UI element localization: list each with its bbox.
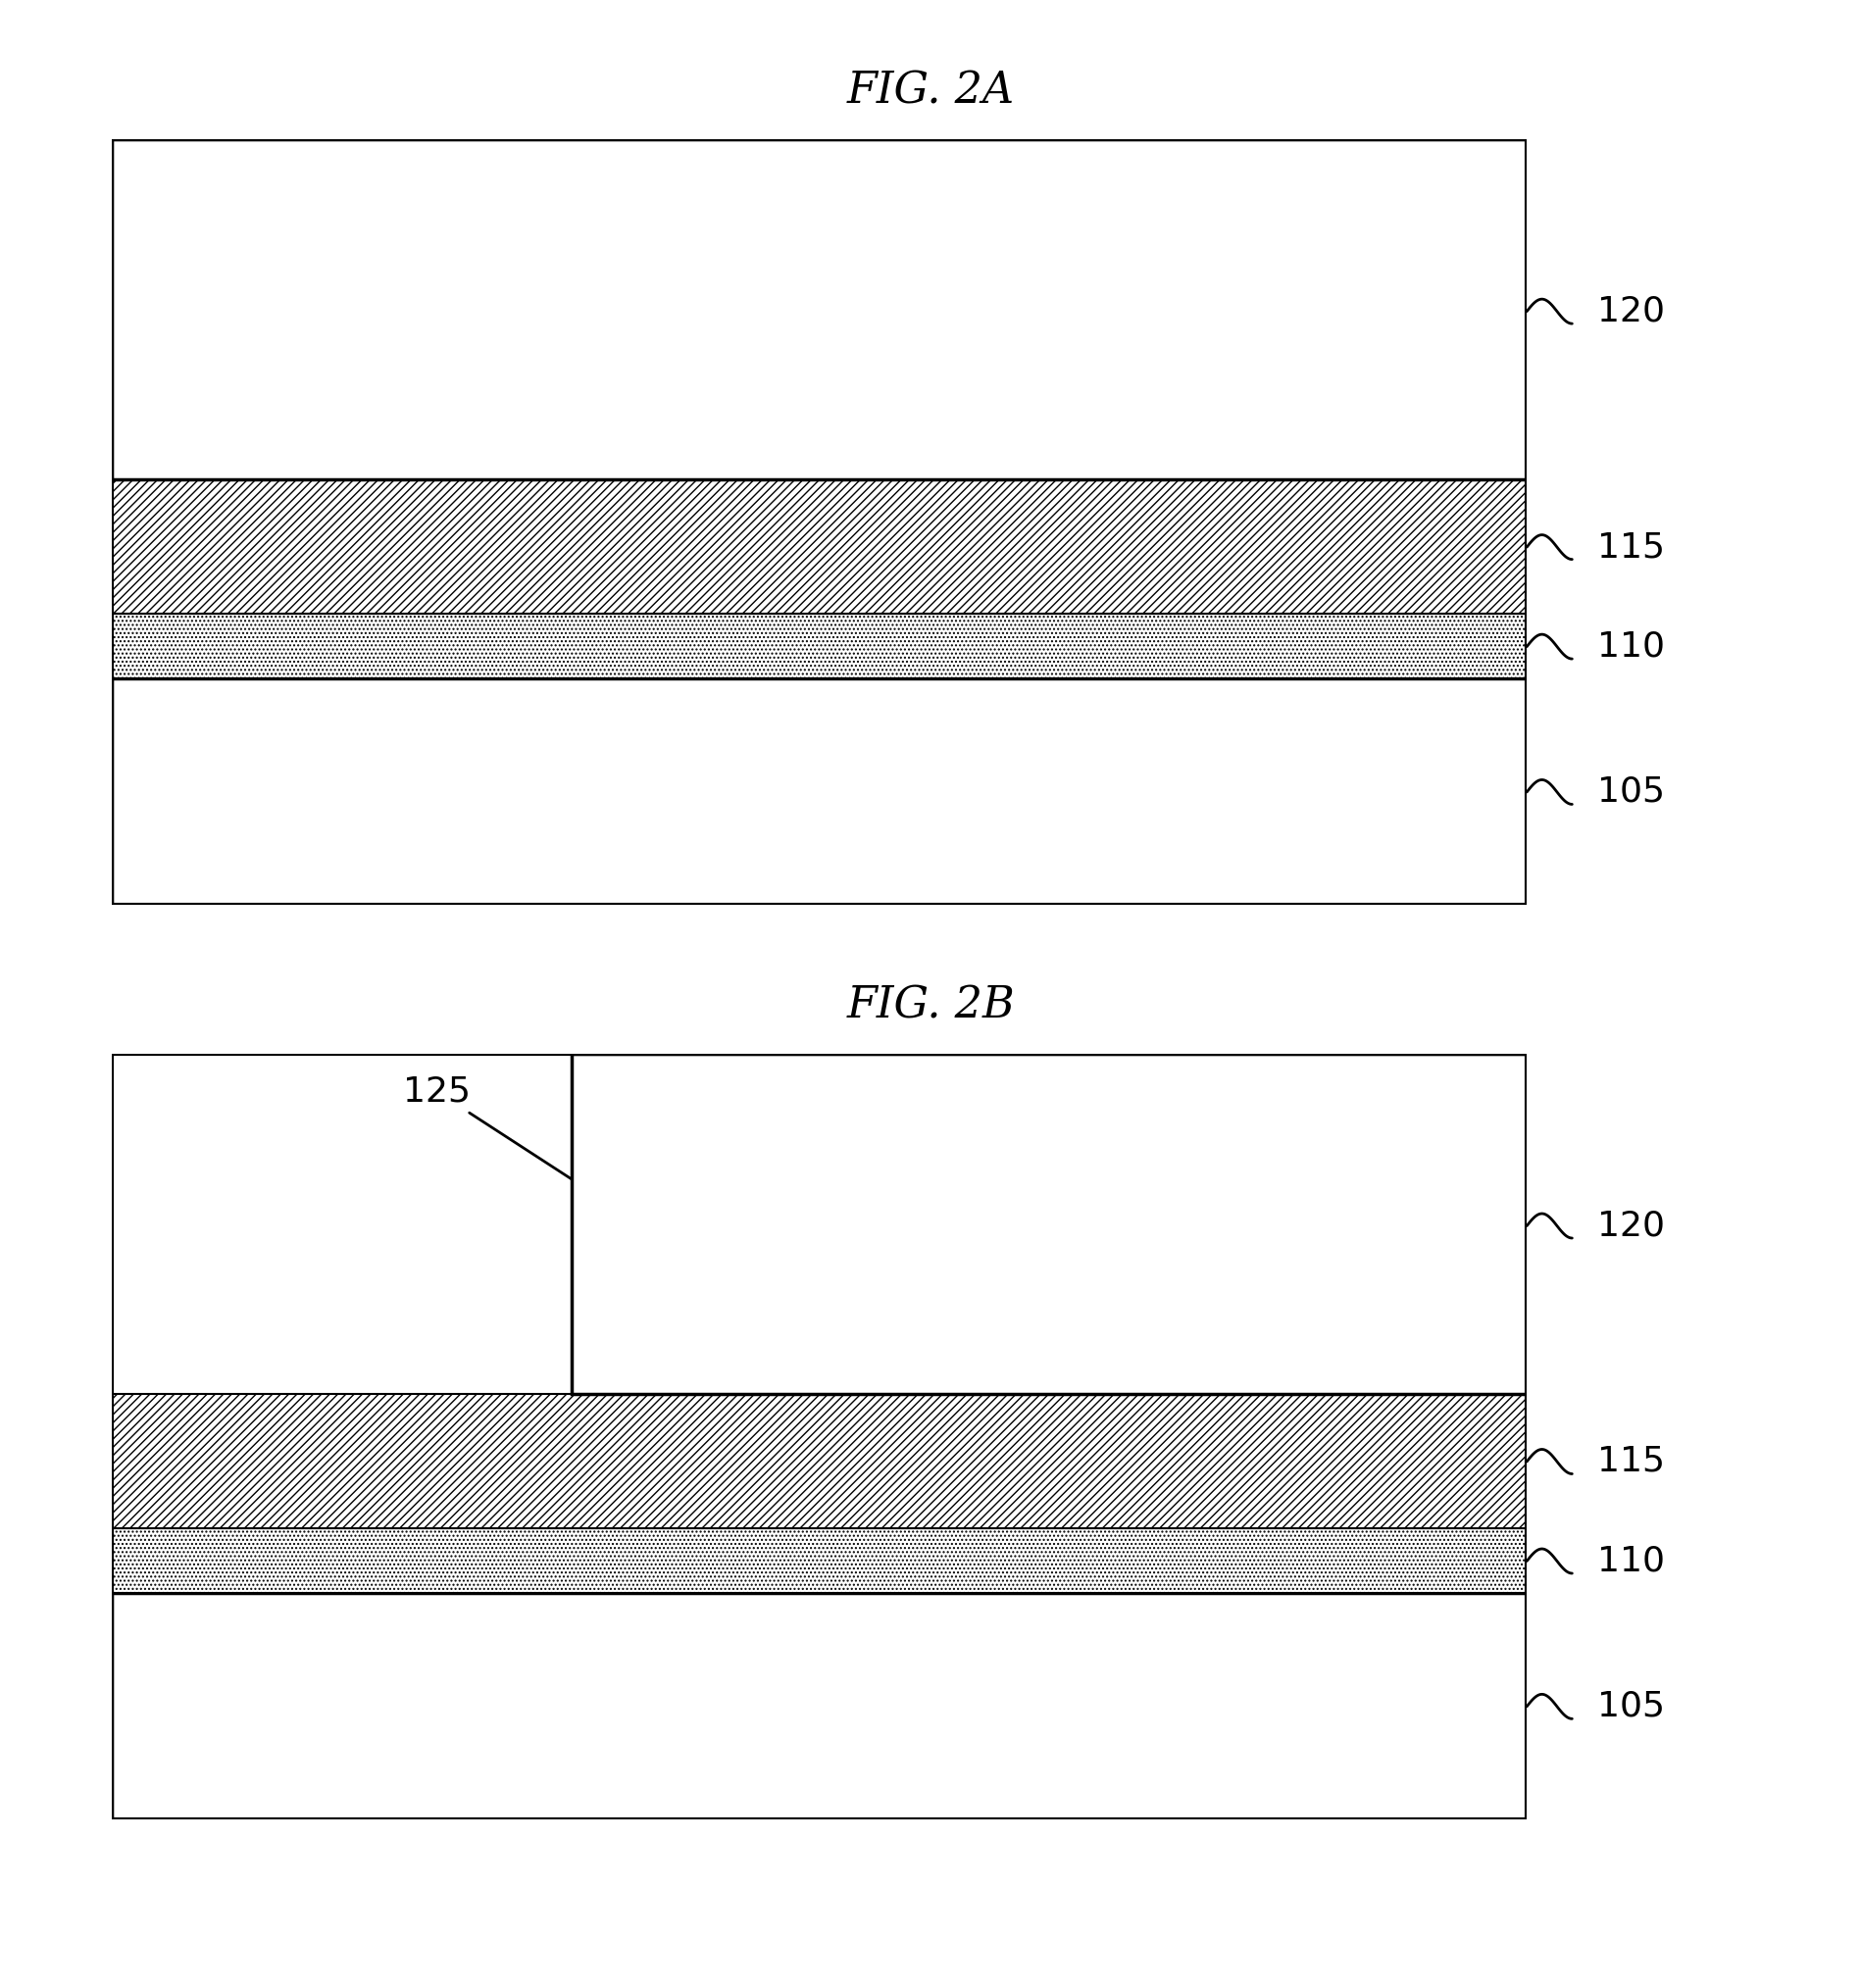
Bar bbox=[112, 1592, 1526, 1819]
Text: FIG. 2B: FIG. 2B bbox=[847, 984, 1014, 1026]
Text: 110: 110 bbox=[1597, 1545, 1664, 1578]
Text: 120: 120 bbox=[1597, 1209, 1664, 1242]
Text: FIG. 2A: FIG. 2A bbox=[847, 70, 1014, 111]
Text: 115: 115 bbox=[1597, 1445, 1664, 1479]
Text: 105: 105 bbox=[1597, 1690, 1664, 1724]
Bar bbox=[571, 1054, 1526, 1394]
Text: 110: 110 bbox=[1597, 630, 1664, 664]
Text: 105: 105 bbox=[1597, 775, 1664, 809]
Bar bbox=[112, 614, 1526, 678]
Bar bbox=[112, 1529, 1526, 1592]
Bar bbox=[112, 1394, 1526, 1529]
Text: 125: 125 bbox=[404, 1076, 609, 1203]
Bar bbox=[112, 479, 1526, 614]
Text: 120: 120 bbox=[1597, 294, 1664, 328]
Bar bbox=[112, 139, 1526, 479]
Bar bbox=[112, 678, 1526, 905]
Text: 115: 115 bbox=[1597, 531, 1664, 565]
